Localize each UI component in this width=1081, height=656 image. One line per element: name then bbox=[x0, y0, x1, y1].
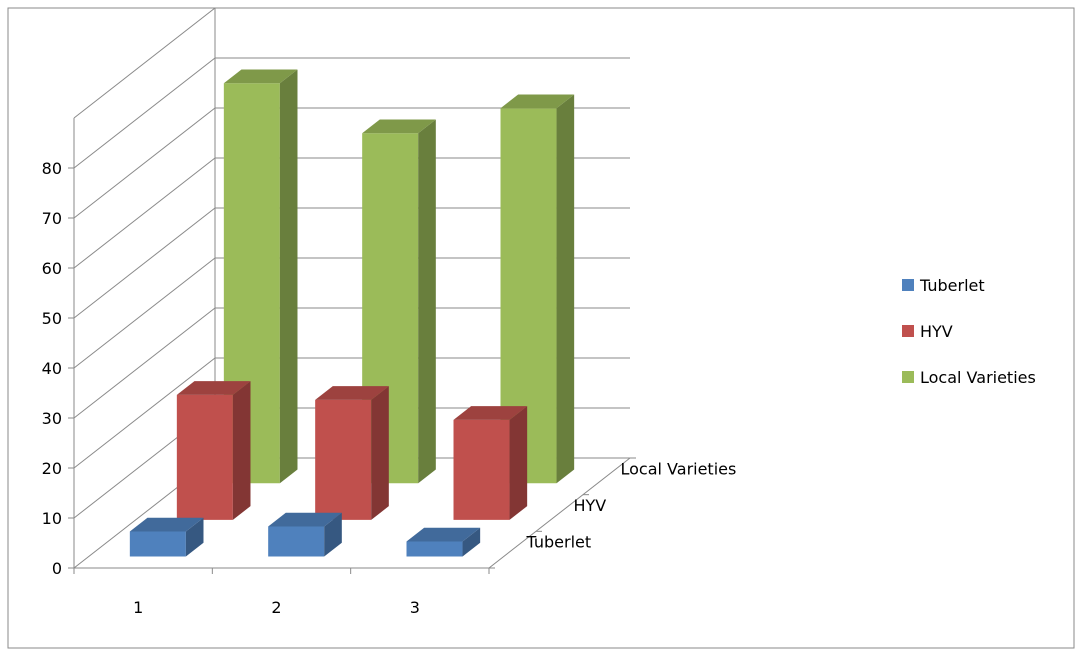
gridline bbox=[73, 207, 630, 319]
bar bbox=[453, 406, 528, 520]
bar bbox=[500, 94, 575, 484]
bar-side-face bbox=[324, 512, 342, 557]
bar-side-face bbox=[462, 527, 481, 557]
bar-front-face bbox=[453, 419, 510, 520]
bar bbox=[176, 381, 251, 520]
y-tick-label: 30 bbox=[42, 409, 62, 428]
bar-top-face bbox=[500, 94, 575, 109]
axes bbox=[68, 167, 636, 574]
depth-axis-labels: Tuberlet HYV Local Varieties bbox=[526, 459, 737, 551]
bar-top-face bbox=[129, 517, 204, 532]
bar-side-face bbox=[371, 386, 389, 520]
legend-item: Tuberlet bbox=[902, 276, 985, 295]
bar-side-face bbox=[509, 406, 528, 520]
gridline bbox=[73, 307, 630, 419]
gridline bbox=[73, 157, 630, 269]
bar-side-face bbox=[185, 517, 204, 557]
bar-side-face bbox=[279, 69, 298, 484]
bar-front-face bbox=[268, 526, 325, 557]
legend-label: HYV bbox=[920, 322, 953, 341]
legend-label: Tuberlet bbox=[919, 276, 985, 295]
bar bbox=[315, 386, 389, 520]
y-tick-label: 20 bbox=[42, 459, 62, 478]
legend-item: Local Varieties bbox=[902, 368, 1036, 387]
bar-front-face bbox=[500, 108, 557, 484]
depth-label: HYV bbox=[574, 496, 607, 515]
legend-label: Local Varieties bbox=[920, 368, 1036, 387]
bar bbox=[406, 527, 481, 557]
bar-top-face bbox=[453, 406, 528, 420]
gridline bbox=[73, 257, 630, 369]
bar-front-face bbox=[406, 541, 463, 557]
bar-front-face bbox=[315, 399, 372, 520]
y-tick-label: 70 bbox=[42, 209, 62, 228]
legend-swatch bbox=[902, 325, 914, 337]
bar-side-face bbox=[232, 381, 251, 520]
legend-item: HYV bbox=[902, 322, 953, 341]
y-tick-label: 0 bbox=[52, 559, 62, 578]
y-tick-label: 60 bbox=[42, 259, 62, 278]
bar-front-face bbox=[129, 531, 186, 557]
bar-top-face bbox=[406, 527, 481, 542]
depth-label: Tuberlet bbox=[526, 533, 592, 552]
y-tick-label: 50 bbox=[42, 309, 62, 328]
gridline bbox=[73, 7, 630, 119]
bar-side-face bbox=[556, 94, 575, 484]
legend: Tuberlet HYV Local Varieties bbox=[902, 276, 1036, 387]
gridline bbox=[73, 107, 630, 219]
x-tick-label: 3 bbox=[410, 598, 420, 617]
bar-side-face bbox=[418, 119, 436, 484]
bar bbox=[129, 517, 204, 557]
bar-top-face bbox=[362, 119, 436, 134]
x-tick-label: 2 bbox=[271, 598, 281, 617]
bar bbox=[268, 512, 342, 557]
bar-top-face bbox=[223, 69, 298, 84]
depth-label: Local Varieties bbox=[621, 459, 737, 478]
y-tick-label: 40 bbox=[42, 359, 62, 378]
bar-top-face bbox=[315, 386, 389, 400]
bar-top-face bbox=[268, 512, 342, 527]
gridline bbox=[73, 357, 630, 469]
x-tick-label: 1 bbox=[133, 598, 143, 617]
bars bbox=[129, 69, 575, 557]
y-tick-label: 80 bbox=[42, 159, 62, 178]
x-tick-labels: 1 2 3 bbox=[133, 598, 420, 617]
bar-top-face bbox=[176, 381, 251, 395]
y-tick-labels: 0 10 20 30 40 50 60 70 80 bbox=[42, 159, 62, 578]
legend-swatch bbox=[902, 371, 914, 383]
y-tick-label: 10 bbox=[42, 509, 62, 528]
legend-swatch bbox=[902, 279, 914, 291]
bar-front-face bbox=[176, 394, 233, 520]
gridline bbox=[73, 57, 630, 169]
